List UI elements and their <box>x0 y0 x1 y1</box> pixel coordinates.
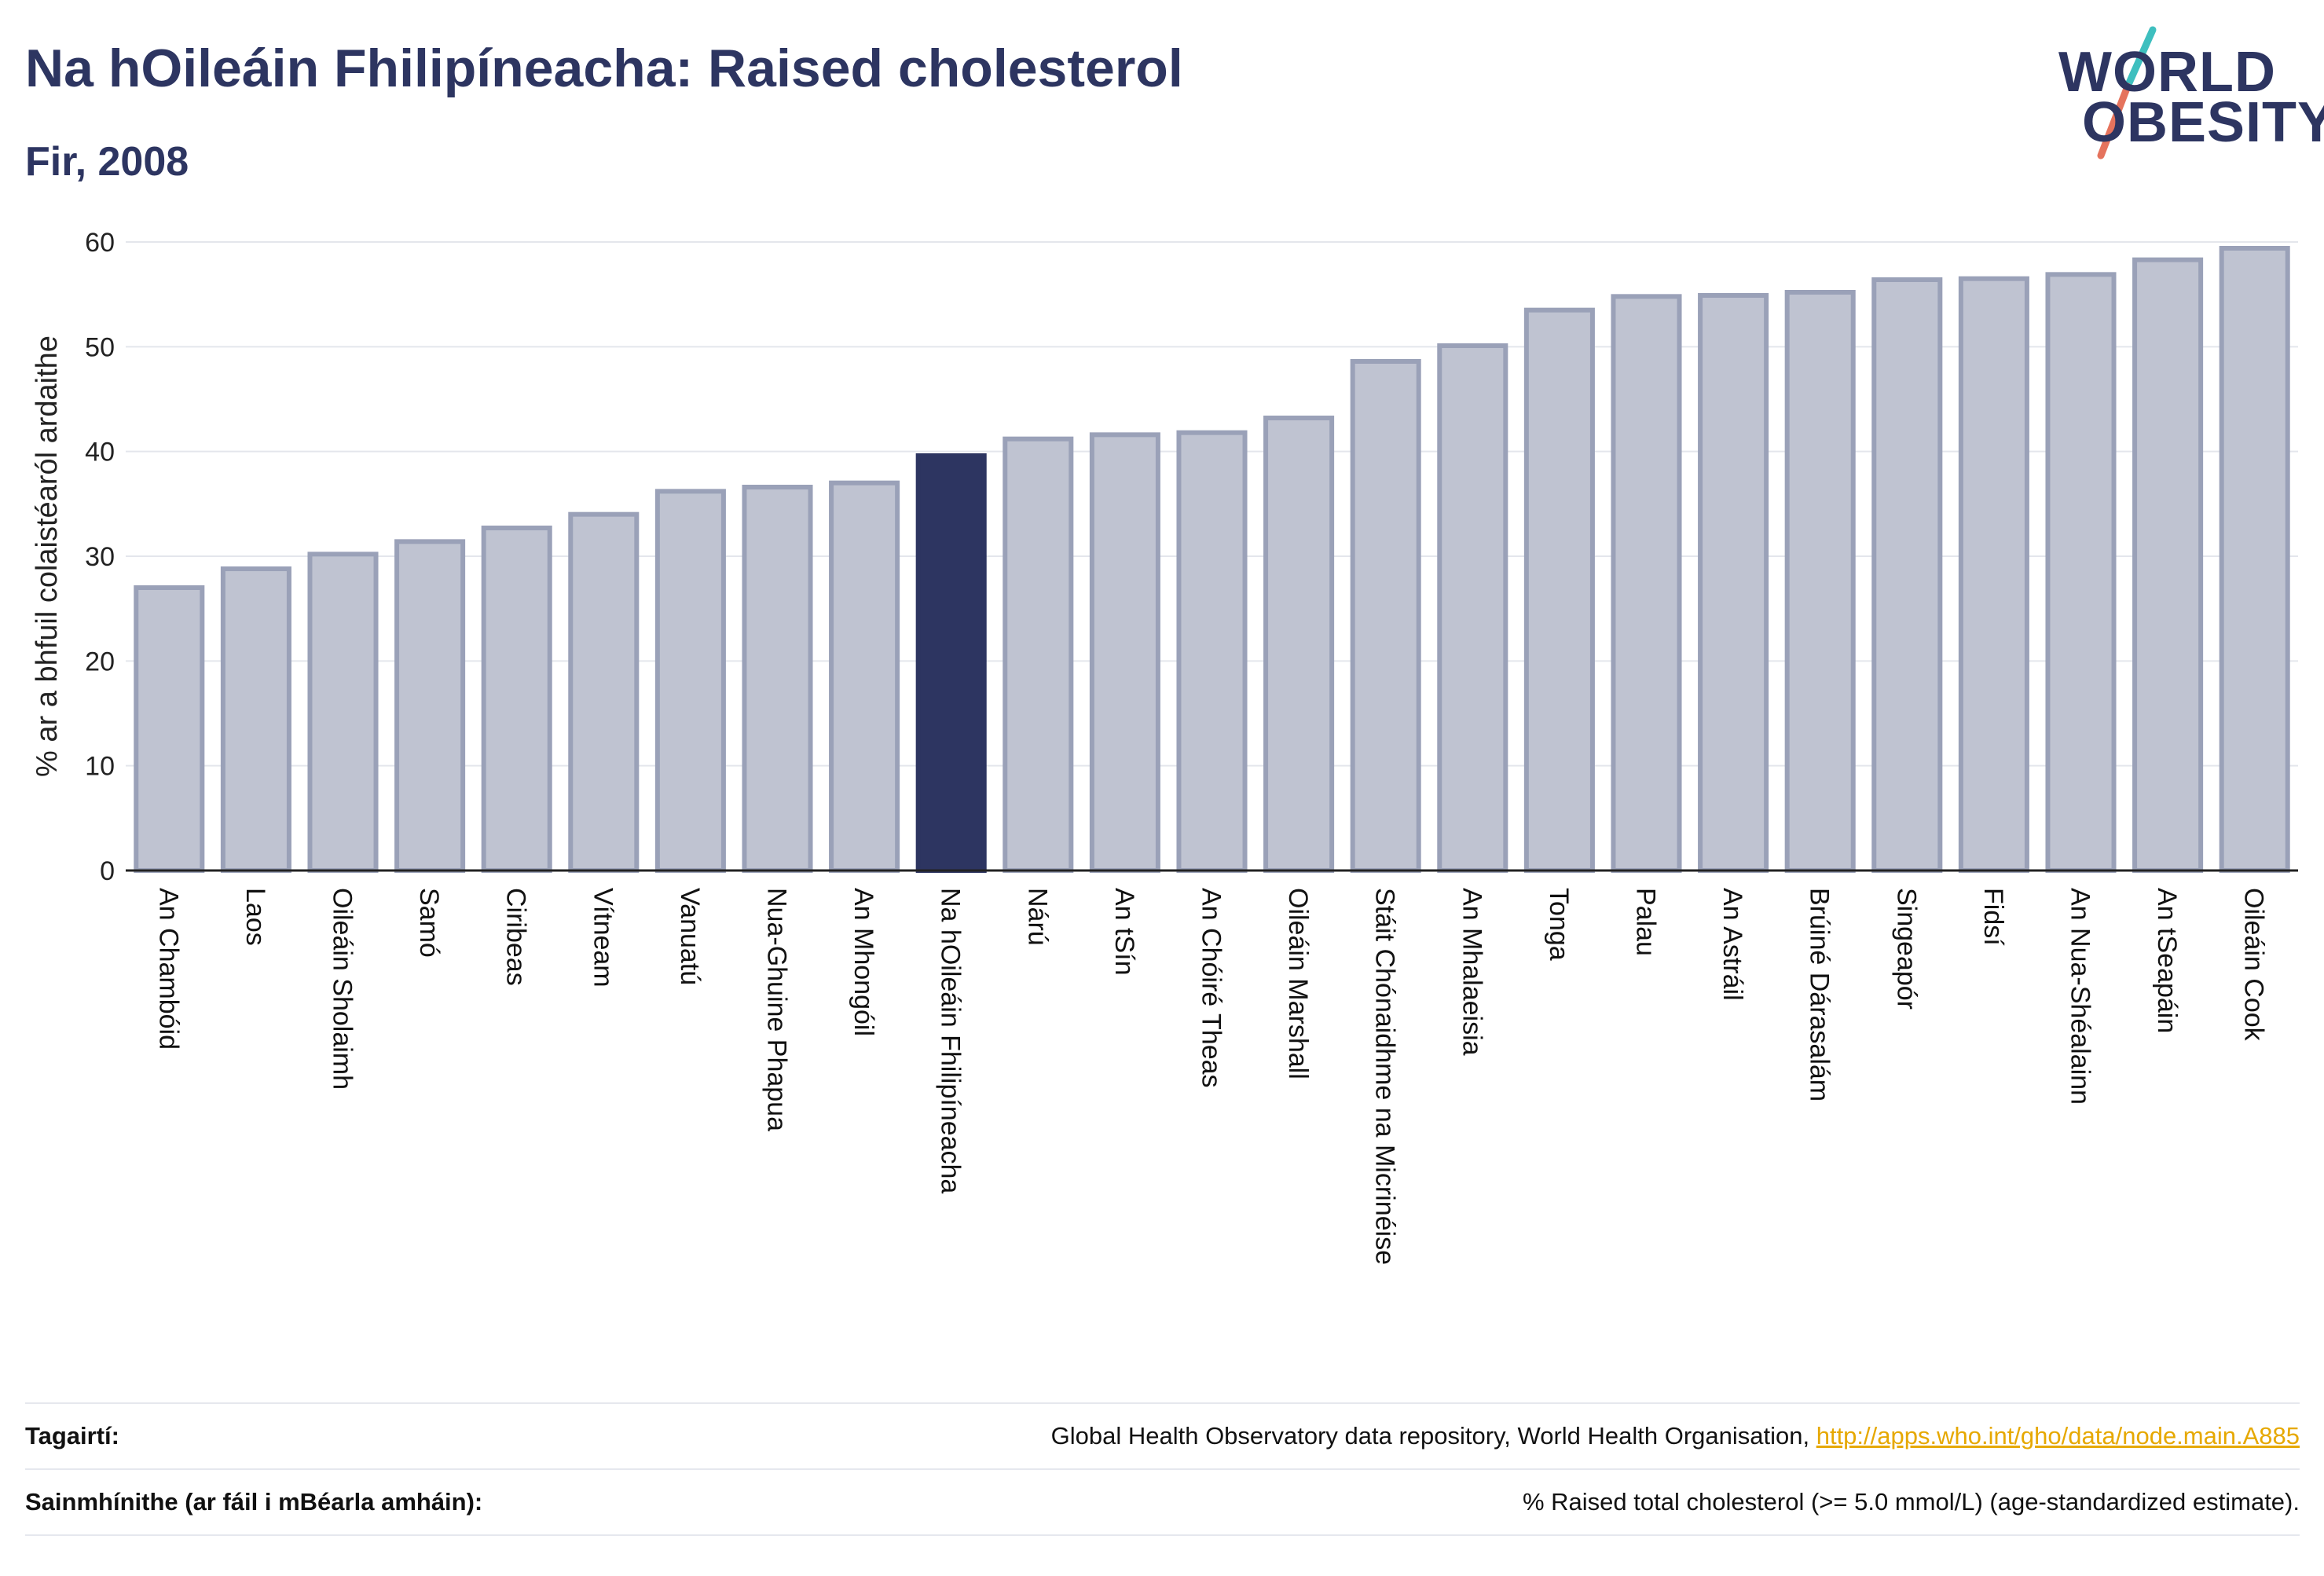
bar <box>481 526 552 873</box>
x-tick-label: An Chóiré Theas <box>1197 888 1226 1088</box>
y-tick-label: 60 <box>85 228 115 258</box>
bar <box>307 552 379 873</box>
bar <box>2132 257 2204 873</box>
bar <box>1263 416 1335 873</box>
bar <box>915 453 987 873</box>
y-tick-label: 30 <box>85 542 115 572</box>
x-tick-label: Oileáin Sholaimh <box>328 888 357 1090</box>
bar <box>2219 246 2290 873</box>
references-value: Global Health Observatory data repositor… <box>1051 1422 2300 1450</box>
definitions-label: Sainmhínithe (ar fáil i mBéarla amháin): <box>25 1488 483 1516</box>
bar <box>1958 276 2029 873</box>
bar-chart: 0 10 20 30 40 50 60 % ar a bhfuil colaistéaról … <box>31 228 2298 1265</box>
bar <box>742 485 813 873</box>
x-tick-label: An Nua-Shéalainn <box>2066 888 2095 1105</box>
references-text: Global Health Observatory data repositor… <box>1050 1422 1816 1450</box>
x-tick-label: Oileáin Cook <box>2239 888 2269 1042</box>
footer-table: Tagairtí: Global Health Observatory data… <box>25 1402 2300 1536</box>
x-tick-label: An Astráil <box>1717 888 1747 1001</box>
y-axis-label: % ar a bhfuil colaistéaról ardaithe <box>31 335 64 777</box>
world-obesity-logo[interactable]: WORLD OBESITY <box>2051 24 2324 165</box>
y-tick-label: 40 <box>85 438 115 467</box>
x-tick-label: An Mhalaeisia <box>1457 888 1486 1056</box>
references-row: Tagairtí: Global Health Observatory data… <box>25 1402 2300 1468</box>
x-tick-label: Brúiné Dárasalám <box>1805 888 1835 1101</box>
bar <box>394 539 466 873</box>
bar <box>1437 343 1508 873</box>
y-tick-label: 50 <box>85 332 115 362</box>
bar <box>1176 430 1248 873</box>
x-tick-label: Nua-Ghuine Phapua <box>762 888 792 1131</box>
y-tick-label: 20 <box>85 647 115 676</box>
bar <box>2045 272 2117 874</box>
x-tick-label: Fidsí <box>1978 888 2008 946</box>
bar <box>220 566 291 873</box>
x-tick-label: An tSín <box>1109 888 1139 976</box>
y-tick-label: 0 <box>100 856 115 886</box>
bar <box>1089 432 1160 874</box>
x-tick-label: Oileáin Marshall <box>1283 888 1313 1079</box>
bar <box>1698 293 1769 873</box>
bar <box>568 511 640 873</box>
x-tick-label: Vítneam <box>588 888 618 988</box>
logo-slash-icon <box>2097 26 2157 159</box>
chart-title: Na hOileáin Fhilipíneacha: Raised choles… <box>25 38 1183 98</box>
chart-subtitle: Fir, 2008 <box>25 139 189 185</box>
bar <box>1871 277 1943 873</box>
x-tick-label: Laos <box>240 888 270 946</box>
x-tick-label: Na hOileáin Fhilipíneacha <box>936 888 966 1193</box>
x-tick-label: An Mhongóil <box>849 888 878 1036</box>
bar <box>1350 359 1421 873</box>
x-tick-label: Stáit Chónaidhme na Micrinéise <box>1370 888 1400 1265</box>
definitions-text: % Raised total cholesterol (>= 5.0 mmol/… <box>1522 1488 2300 1516</box>
references-label: Tagairtí: <box>25 1422 119 1450</box>
x-tick-label: Singeapór <box>1891 888 1921 1010</box>
y-tick-label: 10 <box>85 752 115 782</box>
bar <box>1784 290 1856 873</box>
logo-word-world: WORLD <box>2058 41 2276 104</box>
references-link[interactable]: http://apps.who.int/gho/data/node.main.A… <box>1816 1422 2300 1450</box>
bar <box>1003 436 1074 873</box>
bar <box>829 480 900 873</box>
bar <box>654 489 726 873</box>
bar <box>1611 294 1682 874</box>
x-tick-label: Nárú <box>1022 888 1052 946</box>
bar <box>134 585 205 873</box>
x-tick-label: Vanuatú <box>675 888 705 985</box>
definitions-row: Sainmhínithe (ar fáil i mBéarla amháin):… <box>25 1468 2300 1536</box>
x-tick-label: Tonga <box>1544 888 1574 961</box>
x-tick-label: Samó <box>414 888 444 958</box>
x-tick-label: An tSeapáin <box>2152 888 2182 1033</box>
x-tick-label: Palau <box>1631 888 1661 956</box>
bar <box>1523 307 1595 873</box>
x-tick-label: Ciribeas <box>501 888 531 986</box>
logo-word-obesity: OBESITY <box>2082 91 2324 154</box>
x-tick-label: An Chambóid <box>153 888 183 1050</box>
